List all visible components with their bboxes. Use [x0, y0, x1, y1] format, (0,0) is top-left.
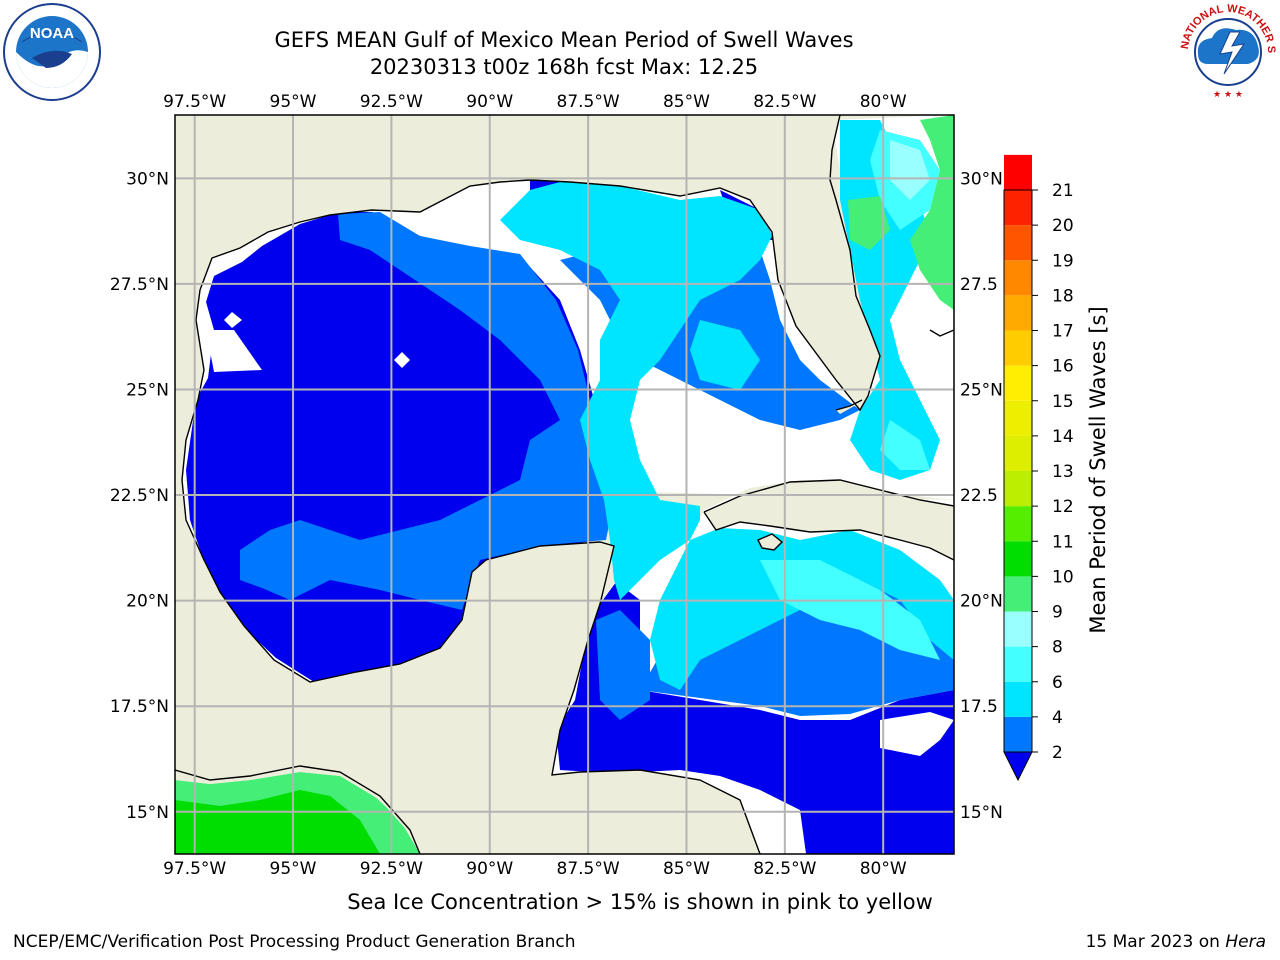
- colorbar-segment: [1004, 154, 1032, 190]
- colorbar-tick-label: 20: [1052, 216, 1074, 236]
- sea-ice-note: Sea Ice Concentration > 15% is shown in …: [347, 890, 933, 914]
- latitude-label: 30°N: [126, 169, 169, 189]
- footer-date: 15 Mar 2023 on Hera: [1086, 932, 1266, 952]
- longitude-label: 80°W: [860, 92, 907, 112]
- colorbar-tick-label: 8: [1052, 638, 1063, 658]
- colorbar-segment: [1004, 611, 1032, 647]
- swell-period-8-9s: [890, 140, 930, 200]
- latitude-label: 25°N: [126, 380, 169, 400]
- colorbar-segment: [1004, 295, 1032, 331]
- longitude-labels-bottom: 97.5°W 95°W 92.5°W 90°W 87.5°W 85°W 82.5°W 80°W: [163, 859, 907, 879]
- map-frame: [174, 114, 955, 855]
- colorbar-tick-label: 19: [1052, 251, 1074, 271]
- latitude-labels-right: 30°N 27.5 25°N 22.5 20°N 17.5 15°N: [960, 169, 1003, 822]
- colorbar-segment: [1004, 541, 1032, 577]
- colorbar-segment: [1004, 471, 1032, 507]
- map-title: GEFS MEAN Gulf of Mexico Mean Period of …: [274, 28, 854, 52]
- colorbar-segment: [1004, 506, 1032, 542]
- latitude-label: 15°N: [126, 803, 169, 823]
- latitude-label-right: 25°N: [960, 380, 1003, 400]
- latitude-label-right: 17.5: [960, 697, 998, 717]
- longitude-label: 85°W: [663, 92, 710, 112]
- colorbar-tick-label: 4: [1052, 708, 1063, 728]
- longitude-label: 90°W: [466, 92, 513, 112]
- coastline: [175, 115, 954, 854]
- latitude-label-right: 20°N: [960, 592, 1003, 612]
- colorbar-tick-label: 6: [1052, 673, 1063, 693]
- latitude-label: 22.5°N: [110, 486, 169, 506]
- longitude-label: 90°W: [466, 859, 513, 879]
- latitude-label-right: 22.5: [960, 486, 998, 506]
- longitude-label: 82.5°W: [753, 92, 816, 112]
- longitude-label: 87.5°W: [557, 92, 620, 112]
- colorbar: 2 4 6 8 9 10 11 12 13 14 15 16 17 18 19 20 21: [1003, 154, 1074, 782]
- colorbar-tick-label: 9: [1052, 603, 1063, 623]
- longitude-label: 82.5°W: [753, 859, 816, 879]
- map-area: [175, 115, 954, 854]
- colorbar-tick-label: 21: [1052, 181, 1074, 201]
- map-gridlines: [175, 115, 954, 854]
- noaa-logo-text: NOAA: [30, 25, 74, 42]
- latitude-label-right: 15°N: [960, 803, 1003, 823]
- latitude-label: 20°N: [126, 592, 169, 612]
- colorbar-tick-label: 16: [1052, 357, 1074, 377]
- footer-machine: Hera: [1225, 932, 1266, 952]
- colorbar-tick-label: 18: [1052, 286, 1074, 306]
- colorbar-segment: [1004, 330, 1032, 366]
- longitude-label: 95°W: [270, 92, 317, 112]
- colorbar-tick-label: 12: [1052, 497, 1074, 517]
- map-subtitle: 20230313 t00z 168h fcst Max: 12.25: [369, 55, 759, 79]
- colorbar-segment: [1004, 260, 1032, 296]
- longitude-label: 97.5°W: [163, 92, 226, 112]
- longitude-label: 80°W: [860, 859, 907, 879]
- noaa-logo: NOAA: [3, 3, 101, 101]
- longitude-labels-top: 97.5°W 95°W 92.5°W 90°W 87.5°W 85°W 82.5°W 80°W: [163, 92, 907, 112]
- colorbar-segment: [1004, 646, 1032, 682]
- latitude-label-right: 30°N: [960, 169, 1003, 189]
- colorbar-tick-label: 17: [1052, 322, 1074, 342]
- latitude-label: 27.5°N: [110, 275, 169, 295]
- longitude-label: 92.5°W: [360, 859, 423, 879]
- colorbar-segment: [1004, 365, 1032, 401]
- colorbar-segment: [1004, 190, 1032, 226]
- svg-text:★ ★ ★: ★ ★ ★: [1213, 90, 1243, 100]
- colorbar-tick-label: 11: [1052, 532, 1074, 552]
- colorbar-segment: [1004, 225, 1032, 261]
- longitude-label: 92.5°W: [360, 92, 423, 112]
- swell-period-10-11s: [175, 790, 380, 854]
- nws-logo: NATIONAL WEATHER SERVICE ★ ★ ★: [1178, 2, 1277, 100]
- longitude-label: 87.5°W: [557, 859, 620, 879]
- colorbar-segment: [1004, 681, 1032, 717]
- latitude-label: 17.5°N: [110, 697, 169, 717]
- colorbar-segment: [1004, 435, 1032, 471]
- colorbar-segment: [1004, 716, 1032, 752]
- colorbar-tick-label: 14: [1052, 427, 1074, 447]
- longitude-label: 95°W: [270, 859, 317, 879]
- colorbar-label: Mean Period of Swell Waves [s]: [1086, 306, 1110, 633]
- longitude-label: 85°W: [663, 859, 710, 879]
- colorbar-tick-label: 15: [1052, 392, 1074, 412]
- colorbar-tick-label: 2: [1052, 743, 1063, 763]
- colorbar-tick-label: 13: [1052, 462, 1074, 482]
- latitude-labels-left: 30°N 27.5°N 25°N 22.5°N 20°N 17.5°N 15°N: [110, 169, 169, 822]
- footer-credit: NCEP/EMC/Verification Post Processing Pr…: [13, 932, 576, 952]
- colorbar-under-arrow: [1003, 751, 1033, 782]
- colorbar-tick-label: 10: [1052, 567, 1074, 587]
- latitude-label-right: 27.5: [960, 275, 998, 295]
- colorbar-segment: [1004, 400, 1032, 436]
- colorbar-segment: [1004, 576, 1032, 612]
- footer-date-text: 15 Mar 2023 on: [1085, 932, 1226, 952]
- longitude-label: 97.5°W: [163, 859, 226, 879]
- swell-period-9-10s: [175, 115, 954, 854]
